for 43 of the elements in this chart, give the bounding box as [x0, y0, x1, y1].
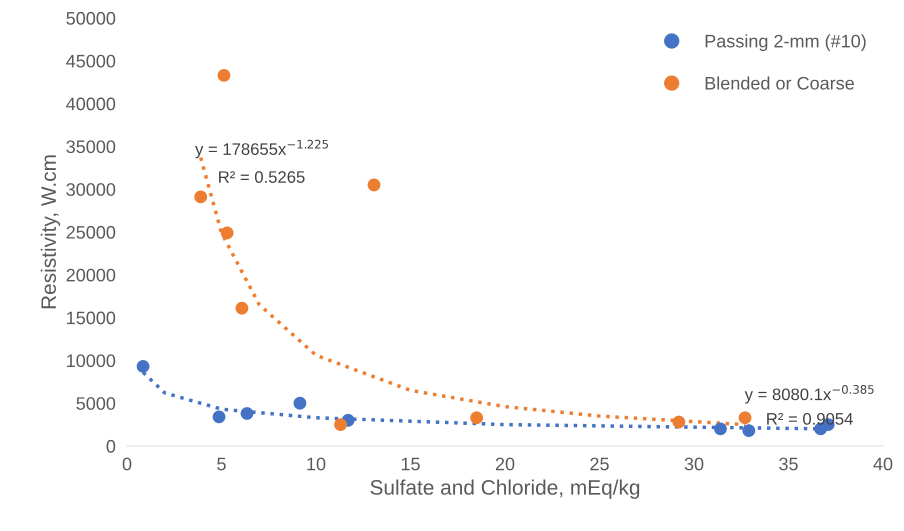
- point: [220, 226, 234, 240]
- point: [334, 418, 347, 431]
- point: [672, 416, 686, 428]
- x-axis-title: Sulfate and Chloride, mEq/kg: [370, 480, 640, 499]
- point: [194, 190, 208, 204]
- y-tick-label: 0: [106, 440, 116, 453]
- y-tick-label: 30000: [66, 183, 116, 196]
- point: [218, 68, 230, 82]
- point: [714, 422, 727, 436]
- x-tick-label: 5: [217, 458, 226, 470]
- annotation: R² = 0.5265: [219, 171, 305, 183]
- y-tick-label: 20000: [66, 268, 116, 282]
- y-tick-label: 50000: [66, 12, 116, 25]
- x-tick-label: 25: [590, 458, 609, 470]
- annotation: R² = 0.9054: [767, 412, 853, 425]
- point: [368, 178, 380, 192]
- point: [136, 360, 150, 373]
- x-tick-label: 0: [122, 458, 132, 470]
- x-tick-label: 10: [307, 458, 326, 470]
- point: [470, 411, 484, 424]
- y-tick-label: 25000: [66, 226, 116, 239]
- y-tick-label: 5000: [76, 397, 116, 410]
- x-tick-label: 20: [496, 458, 514, 470]
- x-tick-label: 35: [779, 458, 798, 470]
- point: [294, 396, 306, 410]
- point: [742, 424, 756, 437]
- y-tick-label: 35000: [66, 140, 116, 154]
- x-tick-label: 40: [873, 458, 892, 470]
- y-axis-title: Resistivity, W.cm: [40, 155, 60, 308]
- x-tick-label: 30: [684, 458, 704, 470]
- y-tick-label: 45000: [66, 54, 116, 68]
- point: [212, 410, 226, 424]
- y-tick-label: 10000: [67, 354, 116, 368]
- point: [236, 302, 248, 315]
- y-tick-label: 40000: [66, 98, 116, 110]
- legend-label: Blended or Coarse: [706, 76, 854, 90]
- point: [738, 411, 752, 424]
- x-tick-label: 15: [402, 458, 420, 470]
- legend-label: Passing 2-mm (#10): [706, 34, 866, 52]
- annotation: y = 8080.1x$^{−0.385}$: [744, 385, 874, 404]
- annotation: y = 178655x$^{−1.225}$: [195, 140, 328, 158]
- point: [240, 407, 254, 420]
- y-tick-label: 15000: [67, 312, 116, 324]
